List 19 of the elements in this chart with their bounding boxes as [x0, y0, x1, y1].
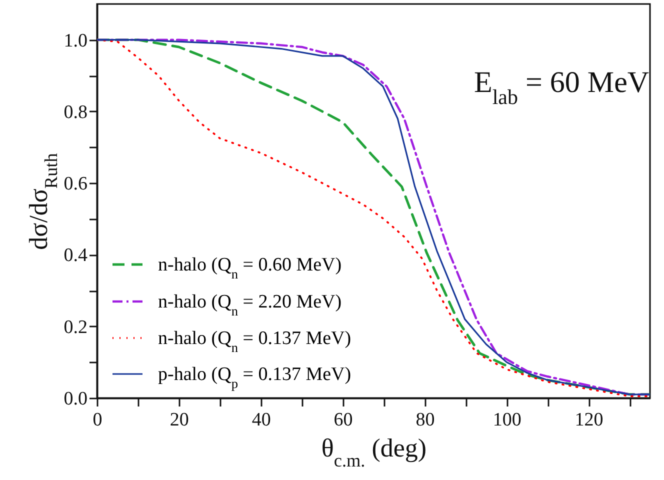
x-tick-label: 40 [252, 410, 271, 430]
y-tick-label: 0.0 [64, 388, 88, 410]
y-tick-label: 0.2 [64, 316, 88, 338]
x-tick-label: 80 [416, 410, 435, 430]
y-tick-label: 1.0 [64, 30, 88, 52]
y-tick-label: 0.6 [64, 174, 88, 195]
legend-label: n-halo (Q$_{n}$ = 0.137 MeV) [158, 328, 352, 354]
legend-label: p-halo (Q$_{p}$ = 0.137 MeV) [158, 364, 352, 390]
legend-label: n-halo (Q$_{n}$ = 0.60 MeV) [158, 254, 342, 281]
y-tick-label: 0.4 [64, 245, 88, 266]
y-tick-label: 0.8 [64, 102, 88, 123]
x-tick-label: 60 [334, 410, 353, 430]
x-tick-label: 20 [170, 410, 189, 430]
x-axis-title: θ$_{c.m.}$ (deg) [321, 434, 427, 470]
legend-label: n-halo (Q$_{n}$ = 2.20 MeV) [158, 292, 342, 318]
annotation: E$_{lab}$ = 60 MeV [474, 66, 650, 109]
x-tick-label: 100 [492, 410, 522, 430]
x-tick-label: 120 [574, 410, 604, 430]
x-tick-label: 0 [92, 410, 102, 430]
